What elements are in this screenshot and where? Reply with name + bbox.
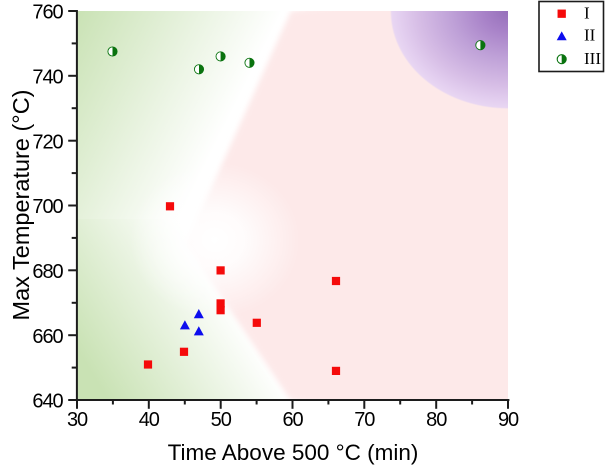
svg-text:760: 760: [32, 2, 63, 24]
svg-text:720: 720: [32, 131, 63, 153]
svg-text:30: 30: [67, 409, 88, 431]
svg-text:Time Above 500 °C (min): Time Above 500 °C (min): [168, 440, 419, 465]
svg-text:660: 660: [32, 326, 63, 348]
svg-text:640: 640: [32, 391, 63, 413]
svg-text:60: 60: [282, 409, 303, 431]
svg-text:70: 70: [354, 409, 375, 431]
svg-text:700: 700: [32, 196, 63, 218]
svg-text:740: 740: [32, 66, 63, 88]
svg-text:III: III: [584, 49, 601, 68]
svg-text:90: 90: [498, 409, 519, 431]
svg-text:80: 80: [426, 409, 447, 431]
svg-text:40: 40: [139, 409, 160, 431]
svg-text:50: 50: [211, 409, 232, 431]
svg-text:Max Temperature (°C): Max Temperature (°C): [8, 90, 34, 321]
svg-text:I: I: [584, 4, 590, 23]
svg-text:680: 680: [32, 261, 63, 283]
svg-text:II: II: [584, 26, 596, 45]
